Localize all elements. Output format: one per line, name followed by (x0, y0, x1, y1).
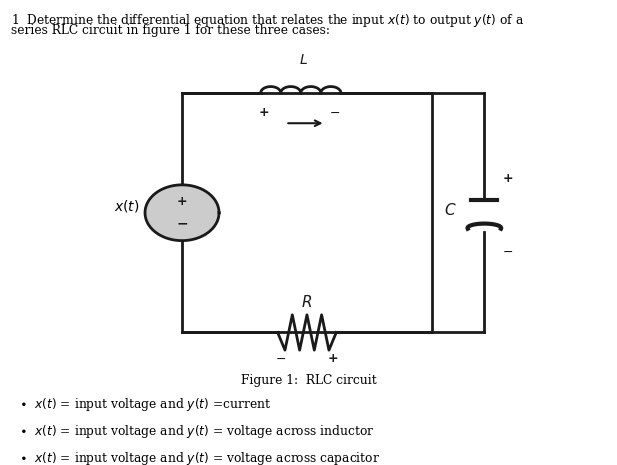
Text: Figure 1:  RLC circuit: Figure 1: RLC circuit (241, 374, 376, 387)
Text: $x(t)$: $x(t)$ (114, 198, 139, 214)
Text: +: + (502, 173, 513, 185)
Text: $\bullet$  $x(t)$ = input voltage and $y(t)$ =current: $\bullet$ $x(t)$ = input voltage and $y(… (19, 396, 271, 413)
Text: $-$: $-$ (329, 106, 341, 119)
Text: $\bullet$  $x(t)$ = input voltage and $y(t)$ = voltage across inductor: $\bullet$ $x(t)$ = input voltage and $y(… (19, 423, 374, 440)
Text: +: + (328, 352, 339, 365)
Text: +: + (259, 106, 269, 119)
Text: +: + (176, 194, 188, 207)
Text: $C$: $C$ (444, 202, 457, 219)
Text: −: − (176, 216, 188, 230)
Text: $-$: $-$ (275, 352, 286, 365)
Text: $\bullet$  $x(t)$ = input voltage and $y(t)$ = voltage across capacitor: $\bullet$ $x(t)$ = input voltage and $y(… (19, 450, 379, 465)
Text: series RLC circuit in figure 1 for these three cases:: series RLC circuit in figure 1 for these… (11, 24, 330, 37)
Text: $R$: $R$ (301, 294, 313, 310)
Text: $-$: $-$ (502, 245, 513, 258)
Text: 1  Determine the differential equation that relates the input $x(t)$ to output $: 1 Determine the differential equation th… (11, 12, 524, 29)
Text: $L$: $L$ (299, 53, 308, 66)
Polygon shape (145, 185, 219, 240)
